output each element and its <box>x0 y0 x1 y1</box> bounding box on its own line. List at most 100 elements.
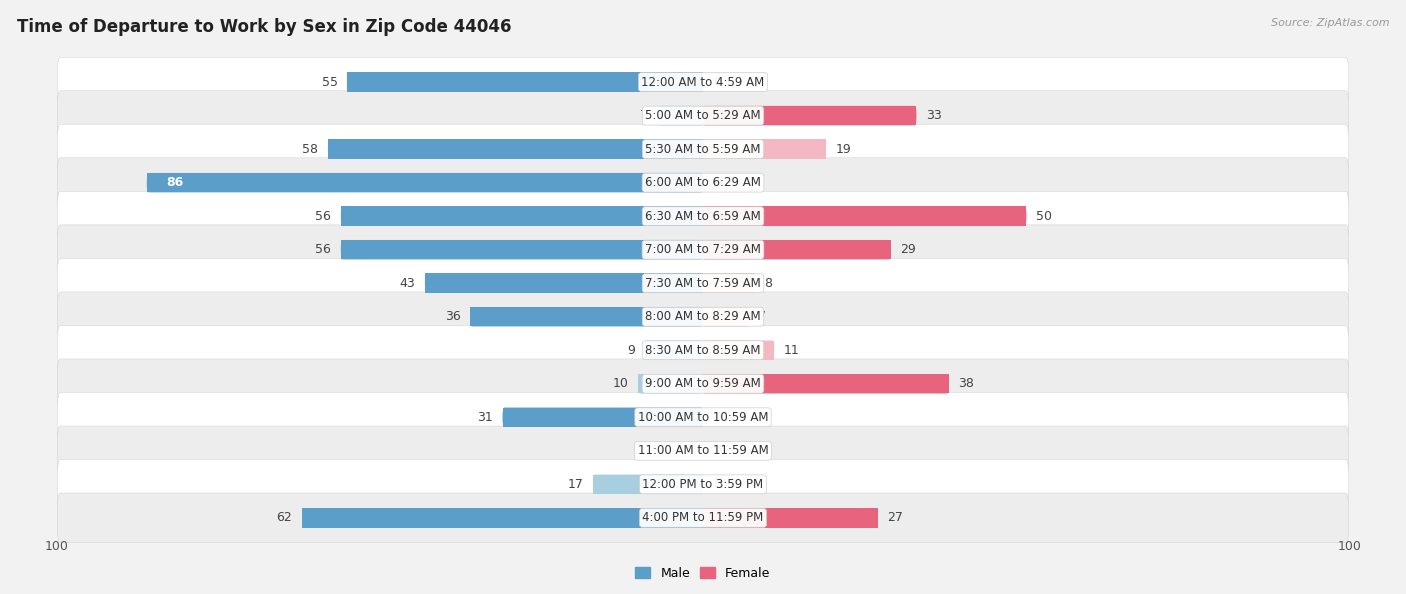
FancyBboxPatch shape <box>58 460 1348 509</box>
FancyBboxPatch shape <box>58 158 1348 207</box>
Text: 0: 0 <box>713 176 721 189</box>
FancyBboxPatch shape <box>58 124 1348 174</box>
Bar <box>638 374 703 393</box>
FancyBboxPatch shape <box>502 407 703 427</box>
Text: 10: 10 <box>613 377 628 390</box>
FancyBboxPatch shape <box>58 359 1348 409</box>
Text: 56: 56 <box>315 210 332 223</box>
Text: 55: 55 <box>322 75 337 89</box>
Text: 12:00 PM to 3:59 PM: 12:00 PM to 3:59 PM <box>643 478 763 491</box>
FancyBboxPatch shape <box>703 374 949 393</box>
Text: 29: 29 <box>900 243 917 256</box>
Bar <box>703 207 1026 226</box>
Text: 0: 0 <box>713 75 721 89</box>
FancyBboxPatch shape <box>645 340 703 360</box>
Text: 6:30 AM to 6:59 AM: 6:30 AM to 6:59 AM <box>645 210 761 223</box>
Bar <box>703 273 755 293</box>
Text: 9: 9 <box>627 344 636 357</box>
FancyBboxPatch shape <box>58 493 1348 543</box>
FancyBboxPatch shape <box>703 106 917 125</box>
FancyBboxPatch shape <box>58 426 1348 476</box>
Bar <box>302 508 703 527</box>
Text: 0: 0 <box>685 444 693 457</box>
Bar <box>703 240 890 260</box>
Text: 17: 17 <box>568 478 583 491</box>
Text: 0: 0 <box>713 478 721 491</box>
Text: 9:00 AM to 9:59 AM: 9:00 AM to 9:59 AM <box>645 377 761 390</box>
FancyBboxPatch shape <box>703 273 755 293</box>
Text: 50: 50 <box>1036 210 1052 223</box>
Text: 43: 43 <box>399 277 415 290</box>
Bar <box>703 374 949 393</box>
Bar <box>470 307 703 327</box>
Bar <box>703 140 825 159</box>
FancyBboxPatch shape <box>703 240 890 260</box>
FancyBboxPatch shape <box>58 191 1348 241</box>
Bar <box>340 207 703 226</box>
Bar <box>703 106 917 125</box>
FancyBboxPatch shape <box>703 508 877 527</box>
Text: 27: 27 <box>887 511 903 525</box>
Bar <box>645 340 703 360</box>
Text: 7:00 AM to 7:29 AM: 7:00 AM to 7:29 AM <box>645 243 761 256</box>
Text: 0: 0 <box>713 444 721 457</box>
FancyBboxPatch shape <box>328 140 703 159</box>
FancyBboxPatch shape <box>703 207 1026 226</box>
Bar <box>340 240 703 260</box>
FancyBboxPatch shape <box>58 57 1348 107</box>
Text: 4:00 PM to 11:59 PM: 4:00 PM to 11:59 PM <box>643 511 763 525</box>
FancyBboxPatch shape <box>58 393 1348 442</box>
Text: 12:00 AM to 4:59 AM: 12:00 AM to 4:59 AM <box>641 75 765 89</box>
Bar <box>502 407 703 427</box>
Bar <box>146 173 703 192</box>
Text: 6:00 AM to 6:29 AM: 6:00 AM to 6:29 AM <box>645 176 761 189</box>
FancyBboxPatch shape <box>340 240 703 260</box>
Text: 7:30 AM to 7:59 AM: 7:30 AM to 7:59 AM <box>645 277 761 290</box>
Text: 38: 38 <box>959 377 974 390</box>
Text: 7: 7 <box>640 109 648 122</box>
Bar <box>328 140 703 159</box>
Text: 58: 58 <box>302 143 318 156</box>
FancyBboxPatch shape <box>58 225 1348 274</box>
Text: 8: 8 <box>765 277 772 290</box>
Text: 56: 56 <box>315 243 332 256</box>
FancyBboxPatch shape <box>58 292 1348 342</box>
FancyBboxPatch shape <box>58 258 1348 308</box>
FancyBboxPatch shape <box>347 72 703 92</box>
Bar <box>347 72 703 92</box>
FancyBboxPatch shape <box>58 326 1348 375</box>
FancyBboxPatch shape <box>703 307 748 327</box>
Text: 36: 36 <box>444 310 461 323</box>
Bar <box>703 340 775 360</box>
Bar <box>703 307 748 327</box>
Text: 33: 33 <box>927 109 942 122</box>
Text: 7: 7 <box>758 310 766 323</box>
FancyBboxPatch shape <box>425 273 703 293</box>
FancyBboxPatch shape <box>703 340 775 360</box>
Text: 62: 62 <box>277 511 292 525</box>
FancyBboxPatch shape <box>658 106 703 125</box>
FancyBboxPatch shape <box>703 140 825 159</box>
Text: 5:00 AM to 5:29 AM: 5:00 AM to 5:29 AM <box>645 109 761 122</box>
FancyBboxPatch shape <box>638 374 703 393</box>
Text: Time of Departure to Work by Sex in Zip Code 44046: Time of Departure to Work by Sex in Zip … <box>17 18 512 36</box>
Text: 31: 31 <box>477 411 494 424</box>
Bar <box>425 273 703 293</box>
Text: 10:00 AM to 10:59 AM: 10:00 AM to 10:59 AM <box>638 411 768 424</box>
Text: 5:30 AM to 5:59 AM: 5:30 AM to 5:59 AM <box>645 143 761 156</box>
Bar <box>658 106 703 125</box>
Text: 8:00 AM to 8:29 AM: 8:00 AM to 8:29 AM <box>645 310 761 323</box>
Text: 8:30 AM to 8:59 AM: 8:30 AM to 8:59 AM <box>645 344 761 357</box>
FancyBboxPatch shape <box>58 91 1348 140</box>
FancyBboxPatch shape <box>470 307 703 327</box>
Legend: Male, Female: Male, Female <box>630 562 776 584</box>
Text: 11:00 AM to 11:59 AM: 11:00 AM to 11:59 AM <box>638 444 768 457</box>
FancyBboxPatch shape <box>593 475 703 494</box>
Bar <box>593 475 703 494</box>
Text: 19: 19 <box>835 143 852 156</box>
FancyBboxPatch shape <box>340 207 703 226</box>
Text: 86: 86 <box>166 176 183 189</box>
Text: Source: ZipAtlas.com: Source: ZipAtlas.com <box>1271 18 1389 28</box>
Text: 0: 0 <box>713 411 721 424</box>
Bar <box>703 508 877 527</box>
